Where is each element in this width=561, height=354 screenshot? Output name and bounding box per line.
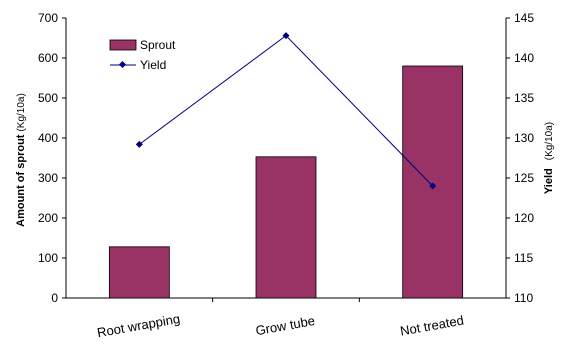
left-tick-label: 100	[38, 251, 58, 265]
legend: Sprout Yield	[109, 38, 176, 72]
svg-text:Amount of sprout(Kg/10a): Amount of sprout (Kg/10a)	[15, 93, 27, 227]
left-tick-label: 700	[38, 11, 58, 25]
left-axis-unit: (Kg/10a)	[16, 93, 27, 131]
right-axis-label: Yield	[543, 168, 555, 194]
sprout-bar	[402, 65, 464, 299]
legend-label-sprout: Sprout	[140, 38, 176, 52]
legend-swatch-sprout	[109, 39, 137, 51]
right-ticks: 110 115 120 125 130 135 140 145	[506, 11, 534, 305]
categories: Root wrapping Grow tube Not treated	[96, 311, 465, 340]
right-axis-unit: (Kg/10a)	[544, 122, 555, 160]
yield-point	[282, 32, 290, 40]
right-tick-label: 140	[514, 51, 534, 65]
legend-marker-yield	[118, 60, 127, 69]
category-label: Not treated	[399, 313, 465, 339]
right-axis-title: Yield (Kg/10a)	[543, 122, 555, 194]
line-series	[135, 32, 437, 190]
category-label: Grow tube	[254, 313, 316, 338]
left-tick-label: 500	[38, 91, 58, 105]
left-tick-label: 200	[38, 211, 58, 225]
right-tick-label: 115	[514, 251, 533, 265]
left-ticks: 0 100 200 300 400 500 600 700	[38, 11, 66, 305]
left-tick-label: 600	[38, 51, 58, 65]
legend-label-yield: Yield	[140, 58, 166, 72]
right-tick-label: 125	[514, 171, 534, 185]
right-tick-label: 120	[514, 211, 534, 225]
left-tick-label: 400	[38, 131, 58, 145]
left-tick-label: 300	[38, 171, 58, 185]
right-tick-label: 145	[514, 11, 534, 25]
right-tick-label: 135	[514, 91, 534, 105]
left-tick-label: 0	[51, 291, 58, 305]
right-tick-label: 110	[514, 291, 533, 305]
yield-point	[135, 140, 143, 148]
yield-point	[429, 182, 437, 190]
right-tick-label: 130	[514, 131, 534, 145]
left-axis-title: Amount of sprout (Kg/10a)	[15, 93, 27, 227]
sprout-bar	[255, 156, 317, 299]
category-label: Root wrapping	[96, 311, 181, 340]
bars	[108, 65, 464, 299]
left-axis-label: Amount of sprout	[15, 134, 27, 227]
svg-text:Yield(Kg/10a): Yield (Kg/10a)	[543, 122, 555, 194]
sprout-bar	[108, 246, 170, 299]
